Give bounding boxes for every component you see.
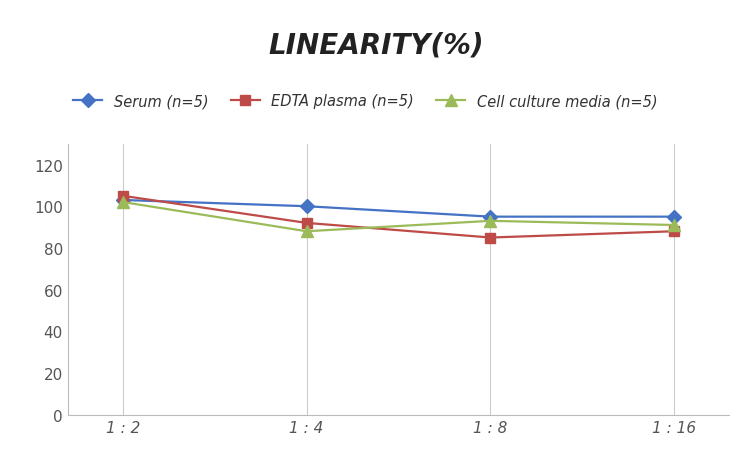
Line: Serum (n=5): Serum (n=5) — [118, 196, 679, 222]
Line: EDTA plasma (n=5): EDTA plasma (n=5) — [118, 192, 679, 243]
Cell culture media (n=5) — [486, 219, 495, 224]
Text: LINEARITY(%): LINEARITY(%) — [268, 32, 484, 60]
Serum (n=5) — [118, 198, 127, 203]
Legend: Serum (n=5), EDTA plasma (n=5), Cell culture media (n=5): Serum (n=5), EDTA plasma (n=5), Cell cul… — [68, 88, 663, 115]
Serum (n=5) — [486, 215, 495, 220]
Cell culture media (n=5) — [670, 223, 679, 228]
EDTA plasma (n=5) — [486, 235, 495, 241]
EDTA plasma (n=5) — [302, 221, 311, 226]
Cell culture media (n=5) — [302, 229, 311, 235]
Serum (n=5) — [302, 204, 311, 209]
Cell culture media (n=5) — [118, 200, 127, 205]
Serum (n=5) — [670, 215, 679, 220]
Line: Cell culture media (n=5): Cell culture media (n=5) — [117, 197, 680, 237]
EDTA plasma (n=5) — [670, 229, 679, 235]
EDTA plasma (n=5) — [118, 193, 127, 199]
